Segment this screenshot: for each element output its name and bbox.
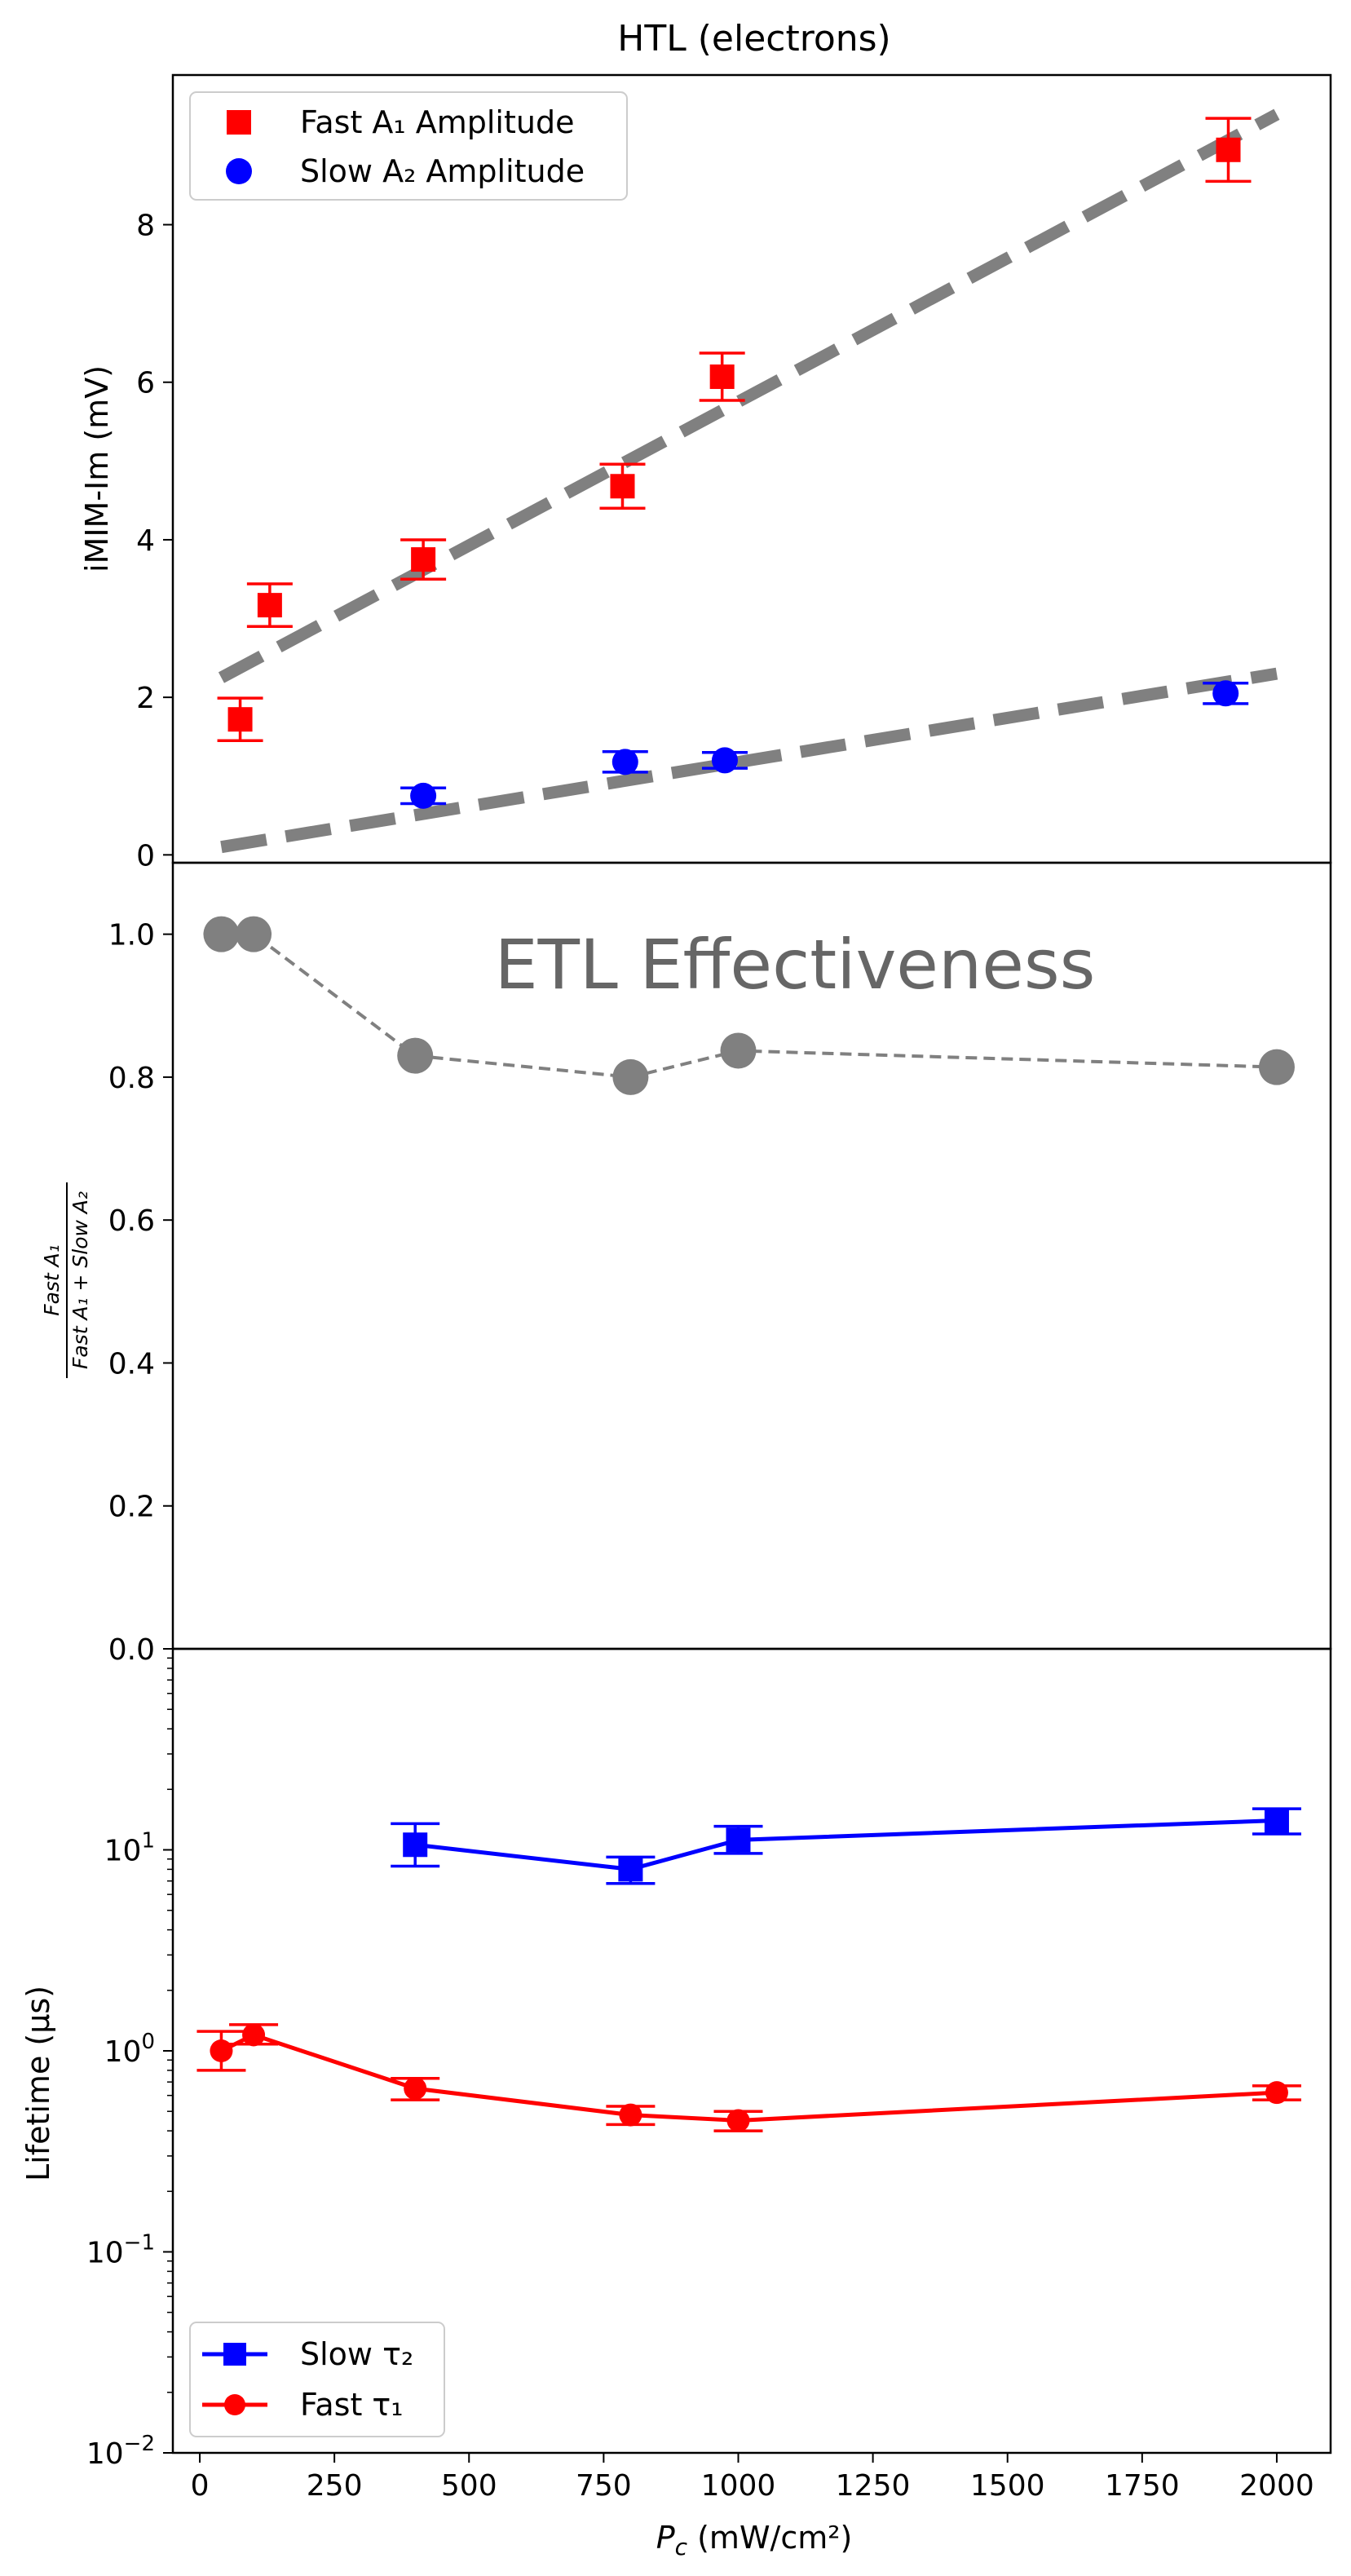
data-point [236,916,272,952]
legend: Slow τ₂ Fast τ₁ [189,2322,445,2437]
data-point [404,2077,427,2101]
data-point [610,474,635,499]
annotation-etl-effectiveness: ETL Effectiveness [495,925,1096,1005]
series-fast-tau1 [196,2023,1301,2132]
data-point [410,782,437,809]
x-tick-label: 0 [191,2469,210,2503]
legend-marker [226,158,252,184]
series-line [220,2032,1278,2123]
x-axis-title: Pc (mW/cm²) [656,2520,853,2561]
data-point [726,2109,750,2132]
legend-marker [223,2343,246,2366]
y-tick-label: 0.4 [108,1347,155,1381]
fit-line-2 [220,667,1278,854]
series-slow-a2 [400,680,1249,809]
y-axis-title: iMIM-Im (mV) [79,365,115,572]
legend-label: Fast τ₁ [300,2387,404,2423]
panel-middle: 0.2 0.4 0.6 0.8 1.0 Fast A₁ Fast A₁ + Slow A₂ E… [40,861,1332,1650]
legend-label: Slow A₂ Amplitude [300,153,585,189]
x-tick-label: 750 [576,2469,632,2503]
data-point [242,2023,266,2047]
x-tick-label: 1750 [1105,2469,1180,2503]
x-tick-label: 1250 [836,2469,911,2503]
legend-box [189,91,628,201]
y-tick-label: 0.2 [108,1491,155,1524]
legend-marker [224,2394,245,2415]
legend-box [189,2322,445,2437]
data-point [257,593,282,618]
y-tick-label: 0.6 [108,1204,155,1238]
data-point [1264,1808,1289,1833]
data-point [726,1827,751,1853]
data-point [1258,1049,1295,1085]
x-tick-label: 1000 [701,2469,776,2503]
y-tick-label: 0 [136,839,155,873]
data-point [227,707,253,732]
panel-bottom: 10−2 10−1 100 101 0.0 Lifetime (µs) 0 250 500 750… [20,1633,1332,2503]
y-axis-title-denominator: Fast A₁ + Slow A₂ [68,1191,92,1369]
legend-label: Fast A₁ Amplitude [300,104,574,140]
legend-marker [227,110,251,135]
legend: Fast A₁ Amplitude Slow A₂ Amplitude [189,91,628,201]
axes-frame-3 [171,1647,1332,2454]
data-point [711,747,738,774]
data-point [403,1832,428,1858]
y-tick-label: 101 [104,1829,155,1868]
x-tick-label: 500 [441,2469,497,2503]
panel-top: 0 2 4 6 8 iMIM-Im (mV) Fast A₁ Amplitude Slow A… [79,73,1332,873]
data-point [709,364,735,389]
y-tick-label: 8 [136,210,155,243]
data-point [1265,2081,1288,2105]
data-point [210,2039,233,2062]
data-point [411,547,436,572]
data-point [611,749,638,775]
data-point [619,2103,642,2127]
series-slow-tau2 [391,1807,1301,1885]
y-tick-label: 100 [104,2030,155,2069]
data-point [1216,137,1241,162]
data-point [1212,680,1239,707]
series-line [414,1818,1278,1871]
y-tick-label: 1.0 [108,919,155,952]
y-axis-title-numerator: Fast A₁ [40,1244,64,1316]
data-point [397,1037,434,1074]
y-tick-label: 2 [136,682,155,715]
data-point [612,1058,649,1095]
x-tick-label: 1500 [970,2469,1045,2503]
series-fast-a1 [217,117,1252,743]
y-axis-title: Fast A₁ Fast A₁ + Slow A₂ [40,1182,92,1378]
x-tick-label: 250 [307,2469,363,2503]
y-tick-label: 0.0 [108,1633,155,1667]
legend-label: Slow τ₂ [300,2336,413,2372]
y-axis-title: Lifetime (µs) [20,1986,56,2181]
x-tick-label: 2000 [1239,2469,1314,2503]
y-tick-label: 10−2 [86,2432,155,2471]
data-point [720,1032,757,1069]
y-tick-label: 0.8 [108,1062,155,1095]
y-tick-label: 4 [136,524,155,558]
data-point [203,916,240,952]
figure-title: HTL (electrons) [617,18,890,60]
fit-line-1 [218,108,1280,683]
data-point [618,1857,643,1882]
y-tick-label: 6 [136,367,155,400]
y-tick-label: 10−1 [86,2231,155,2270]
